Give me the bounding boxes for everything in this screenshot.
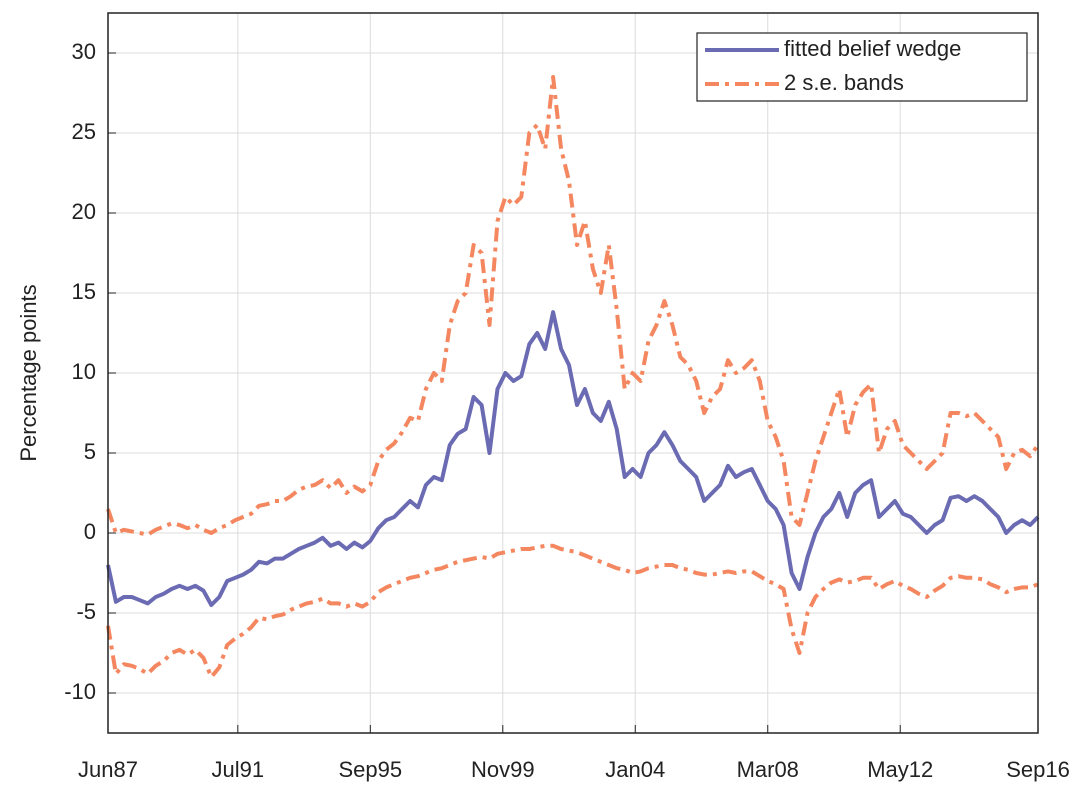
y-tick-label: -5 <box>76 599 96 624</box>
x-tick-label: May12 <box>867 757 933 782</box>
legend-label: 2 s.e. bands <box>784 70 904 95</box>
y-tick-label: 10 <box>72 359 96 384</box>
y-tick-label: 15 <box>72 279 96 304</box>
x-tick-label: Nov99 <box>471 757 535 782</box>
y-tick-label: 30 <box>72 39 96 64</box>
x-tick-label: Jun87 <box>78 757 138 782</box>
x-tick-label: Mar08 <box>737 757 799 782</box>
legend-label: fitted belief wedge <box>784 36 961 61</box>
y-axis-label: Percentage points <box>16 284 41 461</box>
y-tick-label: -10 <box>64 679 96 704</box>
x-tick-label: Jan04 <box>605 757 665 782</box>
y-tick-label: 0 <box>84 519 96 544</box>
series-line <box>106 310 1040 607</box>
y-tick-label: 20 <box>72 199 96 224</box>
x-tick-label: Sep95 <box>338 757 402 782</box>
y-tick-label: 25 <box>72 119 96 144</box>
y-tick-label: 5 <box>84 439 96 464</box>
series-line <box>106 75 1040 537</box>
x-tick-label: Sep16 <box>1006 757 1070 782</box>
series-line <box>106 543 1039 679</box>
legend-box <box>696 32 1028 102</box>
plot-frame <box>107 12 1039 734</box>
x-tick-label: Jul91 <box>212 757 265 782</box>
